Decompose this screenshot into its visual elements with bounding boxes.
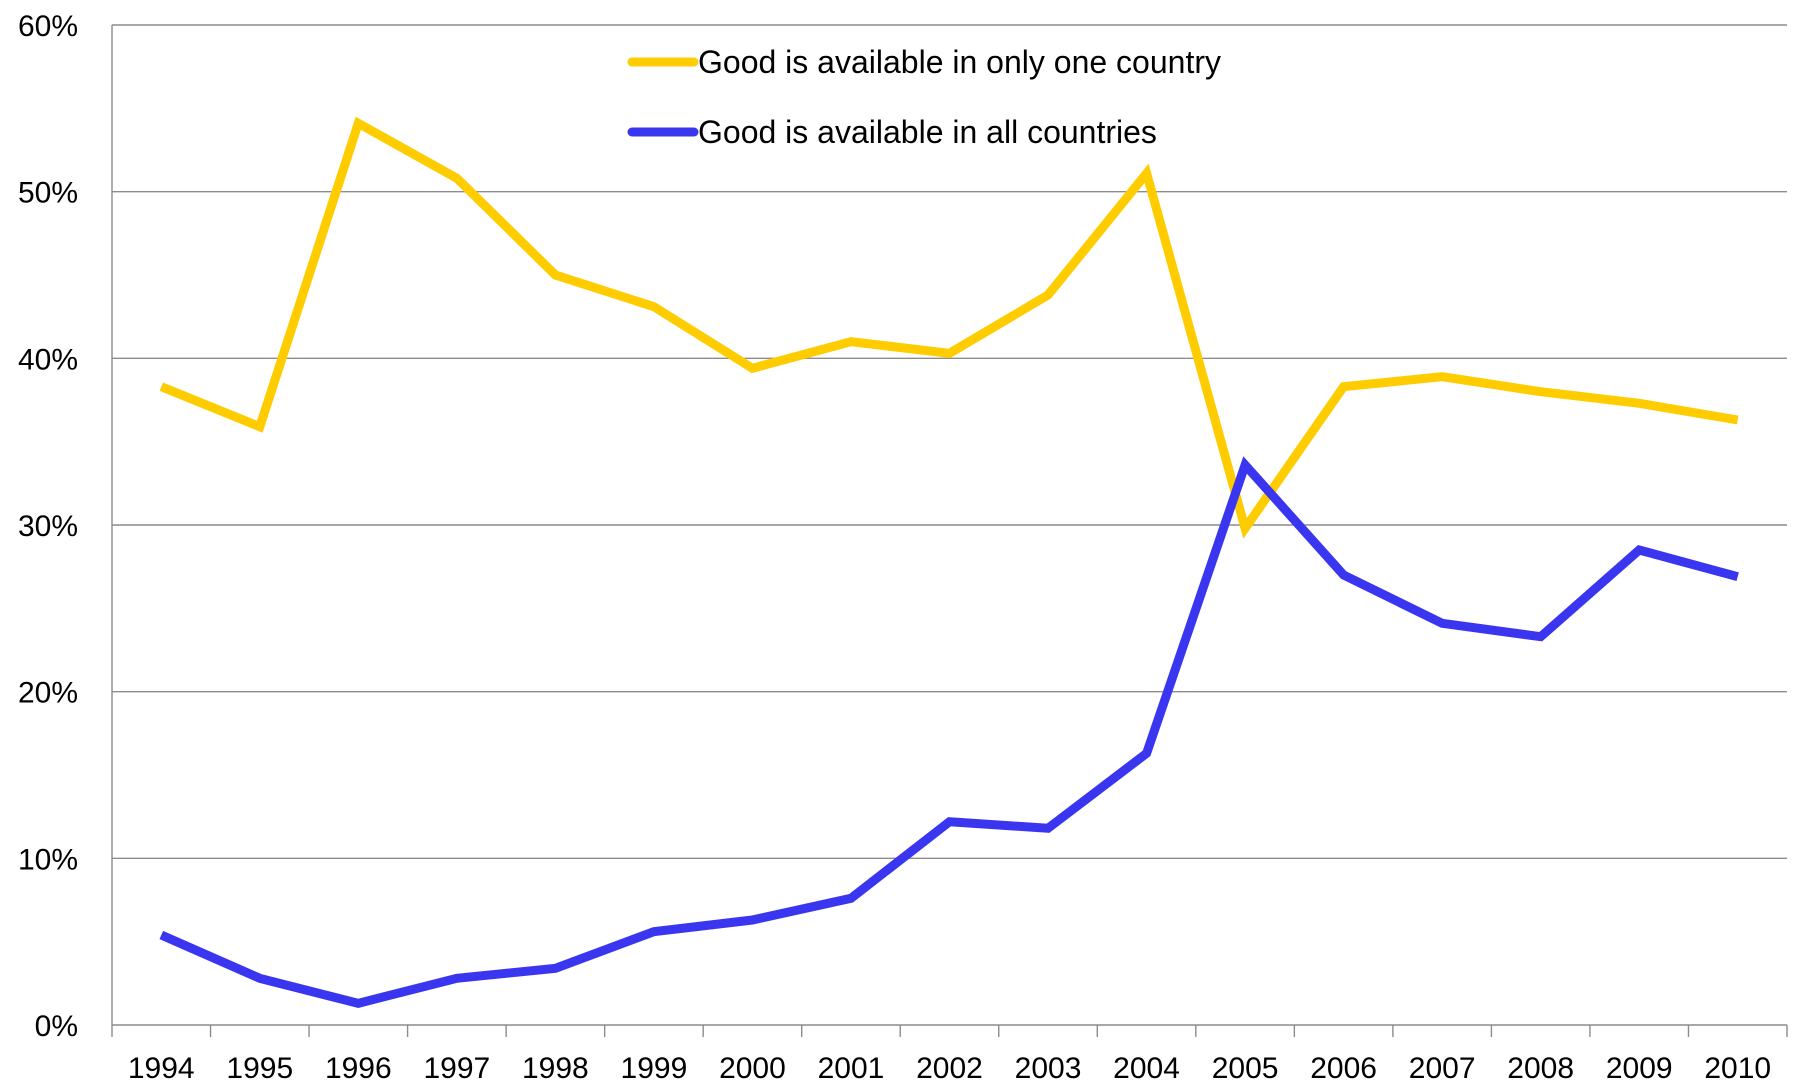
x-tick-label-1995: 1995 — [226, 1052, 293, 1085]
x-tick-label-2006: 2006 — [1310, 1052, 1377, 1085]
x-tick-label-2007: 2007 — [1409, 1052, 1476, 1085]
x-tick-label-1998: 1998 — [522, 1052, 589, 1085]
grid-layer — [112, 24, 1787, 860]
x-tick-label-2008: 2008 — [1507, 1052, 1574, 1085]
x-tick-label-2005: 2005 — [1212, 1052, 1279, 1085]
x-tick-label-2004: 2004 — [1113, 1052, 1180, 1085]
x-tick-label-1999: 1999 — [621, 1052, 688, 1085]
y-tick-label: 10% — [18, 843, 78, 876]
x-tick-label-2002: 2002 — [916, 1052, 983, 1085]
x-tick-label-2009: 2009 — [1606, 1052, 1673, 1085]
y-tick-label: 30% — [18, 510, 78, 543]
x-tick-label-2003: 2003 — [1015, 1052, 1082, 1085]
x-tick-label-2000: 2000 — [719, 1052, 786, 1085]
y-tick-label: 40% — [18, 343, 78, 376]
series-layer — [159, 116, 1739, 1008]
x-tick-label-2010: 2010 — [1704, 1052, 1771, 1085]
x-tick-label-1996: 1996 — [325, 1052, 392, 1085]
series-line-0 — [159, 116, 1739, 539]
legend-label-0: Good is available in only one country — [698, 44, 1221, 80]
legend: Good is available in only one country Goo… — [627, 44, 1221, 150]
series-line-1 — [159, 456, 1739, 1008]
axis-layer: 0% 10% 20% 30% 40% 50% 60% 1994 1995 1996 1997 1998… — [18, 10, 1788, 1085]
x-tick-label-1994: 1994 — [128, 1052, 195, 1085]
y-tick-label: 0% — [35, 1010, 78, 1043]
y-tick-label: 20% — [18, 677, 78, 710]
x-tick-label-2001: 2001 — [818, 1052, 885, 1085]
y-tick-label: 60% — [18, 10, 78, 43]
legend-label-1: Good is available in all countries — [698, 114, 1157, 150]
x-tick-label-1997: 1997 — [423, 1052, 490, 1085]
y-tick-label: 50% — [18, 177, 78, 210]
